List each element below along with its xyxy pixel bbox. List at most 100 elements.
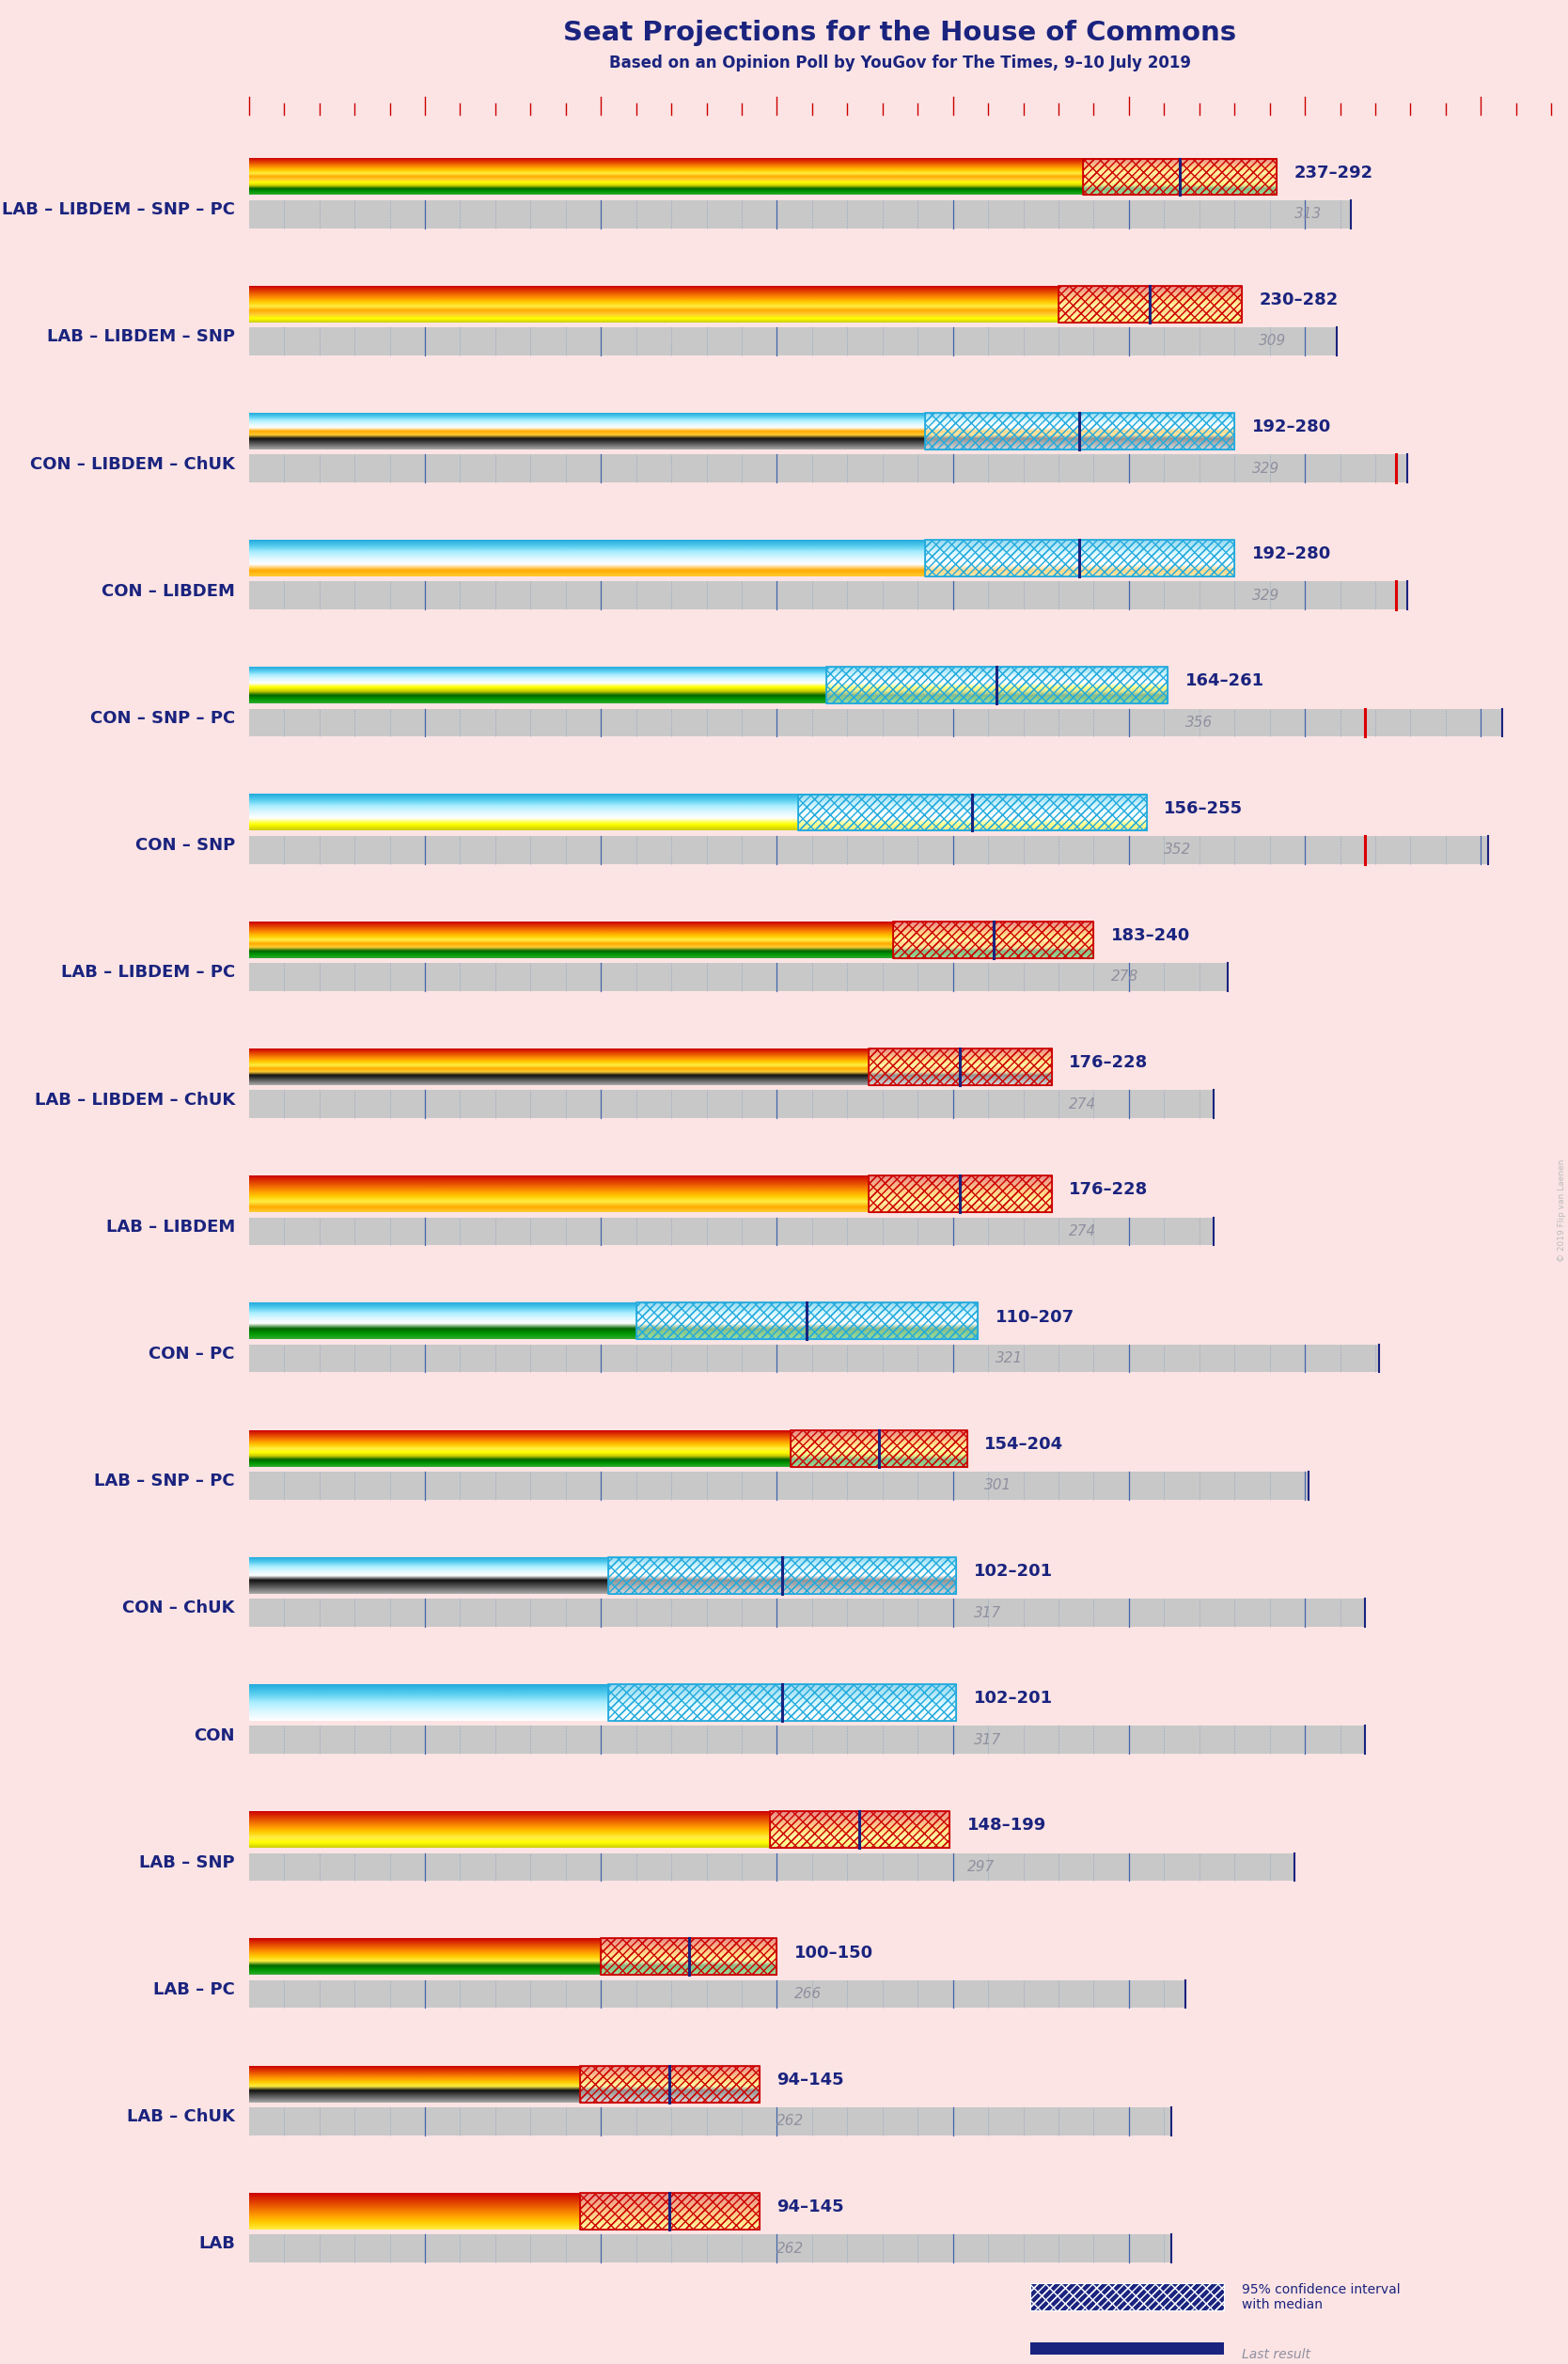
Text: 102–201: 102–201 (974, 1690, 1054, 1707)
Text: 262: 262 (776, 2241, 804, 2255)
Text: 317: 317 (974, 1733, 1002, 1747)
Bar (925, 539, 1234, 577)
Bar (249, 582, 1406, 610)
Text: LAB – SNP – PC: LAB – SNP – PC (94, 1473, 235, 1489)
Bar (601, 1938, 776, 1974)
Bar (826, 667, 1168, 704)
Bar (790, 1430, 967, 1466)
Text: CON – LIBDEM – ChUK: CON – LIBDEM – ChUK (30, 456, 235, 473)
Text: LAB – LIBDEM: LAB – LIBDEM (105, 1217, 235, 1236)
Bar (770, 1811, 949, 1849)
Text: CON – ChUK: CON – ChUK (122, 1600, 235, 1617)
Text: CON: CON (194, 1728, 235, 1745)
Bar (1083, 158, 1276, 196)
Text: 176–228: 176–228 (1069, 1182, 1148, 1199)
Text: 297: 297 (967, 1860, 994, 1875)
Bar (925, 539, 1234, 577)
Bar (1083, 158, 1276, 196)
Text: 156–255: 156–255 (1163, 799, 1243, 818)
Bar (798, 794, 1146, 830)
Bar (608, 1558, 956, 1593)
Bar (798, 794, 1146, 830)
Text: 237–292: 237–292 (1294, 163, 1374, 182)
Bar (790, 1430, 967, 1466)
Bar (1058, 286, 1242, 322)
Text: 176–228: 176–228 (1069, 1054, 1148, 1071)
Bar (249, 1726, 1364, 1754)
Bar (249, 1470, 1308, 1499)
Bar (869, 1175, 1052, 1213)
Bar (1083, 158, 1276, 196)
Bar (249, 1853, 1294, 1882)
Bar (869, 1050, 1052, 1085)
Bar (249, 454, 1406, 482)
Bar (608, 1558, 956, 1593)
Bar (869, 1175, 1052, 1213)
Text: LAB – LIBDEM – SNP: LAB – LIBDEM – SNP (47, 329, 235, 345)
Text: LAB – ChUK: LAB – ChUK (127, 2109, 235, 2125)
Bar (580, 2066, 759, 2102)
Bar (249, 837, 1488, 863)
Bar (601, 1938, 776, 1974)
Text: 274: 274 (1069, 1225, 1096, 1239)
Bar (580, 2066, 759, 2102)
Bar (869, 1175, 1052, 1213)
Text: Seat Projections for the House of Commons: Seat Projections for the House of Common… (563, 19, 1237, 45)
Text: 95% confidence interval
with median: 95% confidence interval with median (1242, 2284, 1400, 2312)
Bar (925, 414, 1234, 449)
Text: 266: 266 (795, 1988, 822, 2002)
Text: 321: 321 (996, 1352, 1022, 1366)
Bar (770, 1811, 949, 1849)
Bar (1058, 286, 1242, 322)
Bar (637, 1303, 977, 1340)
Text: 94–145: 94–145 (776, 2071, 844, 2087)
Text: CON – PC: CON – PC (149, 1345, 235, 1362)
Text: LAB – SNP: LAB – SNP (140, 1853, 235, 1870)
Bar (608, 1558, 956, 1593)
Bar (608, 1683, 956, 1721)
Text: 329: 329 (1253, 461, 1279, 475)
Bar (894, 922, 1094, 957)
Text: 100–150: 100–150 (795, 1943, 873, 1962)
Bar (637, 1303, 977, 1340)
Bar (249, 1345, 1378, 1373)
Text: 164–261: 164–261 (1185, 674, 1264, 690)
Bar (869, 1050, 1052, 1085)
Bar (1058, 286, 1242, 322)
Text: LAB – PC: LAB – PC (154, 1981, 235, 1998)
Bar (249, 1217, 1214, 1246)
Text: CON – SNP: CON – SNP (135, 837, 235, 853)
Text: 274: 274 (1069, 1097, 1096, 1111)
Text: 309: 309 (1259, 333, 1287, 348)
Bar (790, 1430, 967, 1466)
Bar (869, 1050, 1052, 1085)
Text: 230–282: 230–282 (1259, 291, 1339, 307)
Bar (1030, 2284, 1225, 2310)
Bar (826, 667, 1168, 704)
Bar (770, 1811, 949, 1849)
Text: 94–145: 94–145 (776, 2199, 844, 2215)
Bar (894, 922, 1094, 957)
Bar (770, 1811, 949, 1849)
Text: LAB – LIBDEM – PC: LAB – LIBDEM – PC (61, 965, 235, 981)
Bar (826, 667, 1168, 704)
Text: 262: 262 (776, 2113, 804, 2128)
Bar (925, 414, 1234, 449)
Text: 148–199: 148–199 (967, 1818, 1046, 1834)
Text: 317: 317 (974, 1605, 1002, 1619)
Text: LAB: LAB (198, 2236, 235, 2253)
Bar (608, 1683, 956, 1721)
Text: 154–204: 154–204 (985, 1435, 1063, 1451)
Bar (249, 709, 1502, 738)
Text: 102–201: 102–201 (974, 1563, 1054, 1579)
Bar (894, 922, 1094, 957)
Text: 192–280: 192–280 (1253, 418, 1331, 435)
Bar (580, 2194, 759, 2229)
Bar (580, 2194, 759, 2229)
Bar (249, 201, 1350, 229)
Bar (1058, 286, 1242, 322)
Text: 278: 278 (1112, 969, 1138, 983)
Text: 192–280: 192–280 (1253, 546, 1331, 563)
Text: 352: 352 (1163, 844, 1192, 856)
Bar (869, 1050, 1052, 1085)
